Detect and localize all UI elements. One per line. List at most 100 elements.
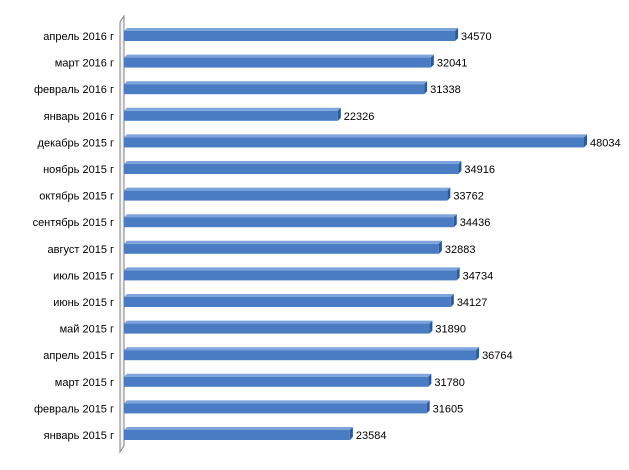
value-label: 34916 — [464, 164, 495, 176]
bar-top-face — [124, 240, 442, 244]
bar-top-face — [124, 320, 433, 324]
value-label: 34570 — [461, 31, 492, 43]
bar — [124, 161, 462, 174]
category-label: февраль 2015 г — [34, 403, 114, 415]
value-label: 31605 — [433, 403, 464, 415]
value-label: 23584 — [356, 430, 387, 442]
bar-front-face — [124, 110, 338, 121]
bar-top-face — [124, 28, 459, 31]
bar-top-face — [124, 267, 460, 271]
bar-front-face — [124, 137, 584, 148]
bar-front-face — [124, 430, 350, 440]
bar-side-face — [337, 107, 341, 121]
bar — [124, 81, 428, 95]
axis-wall — [119, 14, 125, 454]
bar — [124, 240, 442, 254]
bar-top-face — [124, 54, 434, 58]
category-label: январь 2016 г — [44, 111, 114, 123]
bar-side-face — [430, 54, 434, 68]
bar-side-face — [476, 347, 480, 361]
bars-group — [124, 28, 587, 440]
bar — [124, 294, 454, 307]
value-label: 31338 — [430, 84, 461, 96]
bar-top-face — [124, 134, 587, 138]
bar — [124, 267, 460, 281]
value-label: 31890 — [435, 324, 466, 336]
value-label: 34127 — [457, 297, 488, 309]
category-label: декабрь 2015 г — [38, 137, 114, 149]
value-label: 22326 — [344, 111, 375, 123]
category-label: май 2015 г — [60, 324, 114, 336]
category-label: октябрь 2015 г — [39, 191, 114, 203]
bar-side-face — [584, 134, 587, 148]
bar — [124, 427, 353, 440]
bar-side-face — [450, 294, 454, 307]
bar-front-face — [124, 376, 429, 387]
value-label: 32883 — [445, 244, 476, 256]
bar-front-face — [124, 57, 431, 68]
category-label: август 2015 г — [48, 244, 114, 256]
bar-front-face — [124, 31, 456, 41]
labels-group: апрель 2016 г 34570 март 2016 г 32041 феврал… — [33, 31, 621, 442]
bar — [124, 187, 451, 201]
bar-side-face — [424, 81, 428, 95]
bar — [124, 54, 434, 68]
bar-side-face — [456, 267, 460, 281]
bar-side-face — [429, 320, 433, 334]
bar-top-face — [124, 214, 457, 218]
bar — [124, 373, 432, 387]
bar-top-face — [124, 347, 480, 351]
value-label: 36764 — [482, 350, 513, 362]
bar — [124, 214, 457, 228]
value-label: 32041 — [437, 58, 468, 70]
bar — [124, 28, 459, 41]
bar-top-face — [124, 161, 462, 164]
bar-front-face — [124, 350, 477, 361]
category-label: сентябрь 2015 г — [33, 217, 114, 229]
category-label: апрель 2016 г — [43, 31, 114, 43]
bar — [124, 107, 341, 121]
category-label: март 2016 г — [55, 58, 114, 70]
bar-front-face — [124, 323, 430, 334]
bar-side-face — [428, 373, 432, 387]
bar-front-face — [124, 270, 457, 281]
bar-top-face — [124, 187, 451, 191]
category-label: июль 2015 г — [53, 270, 114, 282]
value-label: 34734 — [463, 270, 494, 282]
bar-front-face — [124, 84, 425, 95]
bar-front-face — [124, 217, 454, 228]
axis-line — [119, 14, 125, 454]
category-label: февраль 2016 г — [34, 84, 114, 96]
bar-top-face — [124, 427, 353, 430]
value-label: 34436 — [460, 217, 491, 229]
bar-top-face — [124, 373, 432, 377]
bar-side-face — [447, 187, 451, 201]
value-label: 33762 — [453, 191, 484, 203]
bar-side-face — [438, 240, 442, 254]
bar-front-face — [124, 297, 451, 307]
bar-side-face — [426, 400, 430, 414]
bar — [124, 400, 430, 414]
bar-side-face — [349, 427, 353, 440]
category-label: апрель 2015 г — [43, 350, 114, 362]
bar — [124, 134, 587, 148]
bar-front-face — [124, 190, 448, 201]
bar-front-face — [124, 164, 459, 174]
bar-front-face — [124, 243, 439, 254]
category-label: июнь 2015 г — [53, 297, 114, 309]
bar-top-face — [124, 81, 428, 85]
value-label: 48034 — [590, 137, 621, 149]
bar-top-face — [124, 294, 454, 297]
bar — [124, 320, 433, 334]
bar-side-face — [455, 28, 459, 41]
category-label: январь 2015 г — [44, 430, 114, 442]
bar-top-face — [124, 400, 430, 404]
bar — [124, 347, 480, 361]
bar-top-face — [124, 107, 341, 111]
category-label: ноябрь 2015 г — [43, 164, 114, 176]
category-label: март 2015 г — [55, 377, 114, 389]
bar-front-face — [124, 403, 427, 414]
bar-side-face — [453, 214, 457, 228]
value-label: 31780 — [434, 377, 465, 389]
